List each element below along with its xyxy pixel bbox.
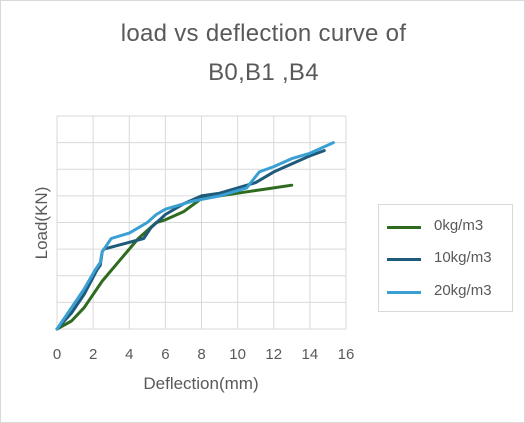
x-axis-label: Deflection(mm)	[143, 374, 259, 393]
legend-label-0kg: 0kg/m3	[434, 217, 484, 234]
x-tick-label: 12	[265, 346, 282, 363]
legend-item-20kg: 20kg/m3	[387, 282, 509, 302]
legend-label-10kg: 10kg/m3	[434, 249, 492, 266]
x-tick-label: 4	[125, 346, 133, 363]
legend-item-0kg: 0kg/m3	[387, 217, 509, 237]
legend-swatch-0kg	[387, 226, 421, 229]
x-tick-label: 14	[302, 346, 319, 363]
legend-label-20kg: 20kg/m3	[434, 282, 492, 299]
x-tick-label: 8	[197, 346, 205, 363]
y-axis-label: Load(KN)	[32, 186, 51, 260]
legend-swatch-20kg	[387, 291, 421, 294]
x-tick-label: 6	[161, 346, 169, 363]
x-tick-label: 0	[53, 346, 61, 363]
legend: 0kg/m3 10kg/m3 20kg/m3	[378, 204, 513, 312]
legend-swatch-10kg	[387, 258, 421, 261]
x-tick-label: 10	[229, 346, 246, 363]
x-tick-label: 2	[89, 346, 97, 363]
chart-title-line1: load vs deflection curve of	[120, 20, 407, 47]
legend-item-10kg: 10kg/m3	[387, 249, 509, 269]
chart-title-line2: B0,B1 ,B4	[208, 59, 319, 86]
series-line-20kg/m3	[55, 141, 335, 331]
x-tick-label: 16	[338, 346, 355, 363]
series-line-0kg/m3	[55, 183, 294, 331]
